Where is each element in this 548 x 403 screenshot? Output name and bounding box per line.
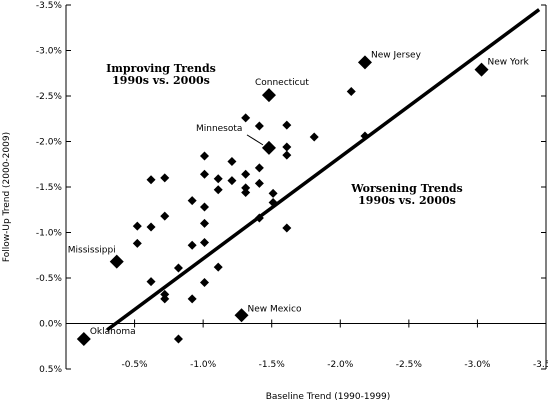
data-point-oklahoma bbox=[76, 331, 91, 346]
data-point bbox=[200, 238, 210, 248]
data-point bbox=[173, 334, 183, 344]
data-point bbox=[200, 278, 210, 288]
worsening-trends-annotation-line: 1990s vs. 2000s bbox=[358, 194, 456, 207]
x-tick-label: -2.5% bbox=[396, 360, 423, 370]
data-point bbox=[227, 176, 237, 186]
y-tick-label: -0.5% bbox=[36, 274, 63, 284]
data-point bbox=[132, 221, 142, 231]
data-point bbox=[132, 238, 142, 248]
label-mississippi: Mississippi bbox=[68, 246, 116, 256]
state-labels: New Jersey New York Connecticut Minnesota Mi… bbox=[68, 50, 530, 337]
data-point bbox=[360, 131, 370, 141]
worsening-trends-annotation: Worsening Trends 1990s vs. 2000s bbox=[350, 182, 463, 207]
data-points bbox=[76, 55, 489, 346]
y-tick-label: -3.0% bbox=[36, 47, 63, 57]
label-connecticut: Connecticut bbox=[255, 78, 309, 88]
data-point-new-york bbox=[474, 62, 489, 77]
y-axis-title: Follow-Up Trend (2000-2009) bbox=[2, 132, 12, 262]
data-point bbox=[160, 294, 170, 304]
data-point bbox=[187, 294, 197, 304]
x-tick-label: -1.5% bbox=[259, 360, 286, 370]
y-tick-label: 0.5% bbox=[39, 365, 62, 375]
x-tick-label: -3.0% bbox=[464, 360, 491, 370]
axes: 0.5% 0.0% -0.5% -1.0% -1.5% -2.0% -2.5% -3.0% -3… bbox=[36, 1, 548, 375]
data-point bbox=[309, 132, 319, 142]
data-point bbox=[241, 113, 251, 123]
x-tick-label: -3.5% bbox=[533, 360, 548, 370]
y-tick-label: -2.0% bbox=[36, 138, 63, 148]
improving-trends-annotation: Improving Trends 1990s vs. 2000s bbox=[106, 62, 216, 87]
data-point bbox=[187, 196, 197, 206]
label-new-jersey: New Jersey bbox=[371, 50, 422, 60]
data-point bbox=[282, 223, 292, 233]
data-point bbox=[146, 277, 156, 287]
data-point bbox=[160, 173, 170, 183]
x-tick-label: -1.0% bbox=[190, 360, 217, 370]
data-point bbox=[241, 187, 251, 197]
data-point bbox=[346, 86, 356, 96]
data-point bbox=[241, 169, 251, 179]
data-point bbox=[200, 202, 210, 212]
data-point bbox=[173, 263, 183, 273]
data-point bbox=[213, 185, 223, 195]
data-point-new-mexico bbox=[234, 308, 249, 323]
data-point bbox=[254, 121, 264, 131]
y-tick-label: -1.0% bbox=[36, 229, 63, 239]
trend-line bbox=[106, 8, 541, 332]
data-point bbox=[282, 120, 292, 130]
improving-trends-annotation-line: Improving Trends bbox=[106, 62, 216, 75]
data-point bbox=[282, 142, 292, 152]
x-tick-label: -2.0% bbox=[327, 360, 354, 370]
data-point bbox=[241, 183, 251, 193]
text-layer: Baseline Trend (1990-1999) Follow-Up Tre… bbox=[2, 132, 390, 402]
data-point bbox=[187, 240, 197, 250]
data-point bbox=[254, 163, 264, 173]
label-minnesota: Minnesota bbox=[196, 124, 242, 134]
data-point-mississippi bbox=[109, 254, 124, 269]
y-tick-label: -2.5% bbox=[36, 92, 63, 102]
data-point bbox=[268, 188, 278, 198]
trend-line-layer bbox=[106, 8, 541, 332]
data-point bbox=[146, 222, 156, 232]
data-point bbox=[200, 151, 210, 161]
data-point bbox=[146, 175, 156, 185]
x-axis-title: Baseline Trend (1990-1999) bbox=[266, 392, 391, 402]
data-point bbox=[200, 218, 210, 228]
data-point bbox=[254, 213, 264, 223]
label-oklahoma: Oklahoma bbox=[90, 327, 136, 337]
x-tick-label: -0.5% bbox=[122, 360, 149, 370]
label-new-mexico: New Mexico bbox=[248, 304, 302, 314]
data-point bbox=[160, 211, 170, 221]
data-point bbox=[254, 178, 264, 188]
data-point bbox=[227, 157, 237, 167]
data-point-new-jersey bbox=[357, 55, 372, 70]
data-point bbox=[160, 289, 170, 299]
y-tick-label: -1.5% bbox=[36, 183, 63, 193]
improving-trends-annotation-line: 1990s vs. 2000s bbox=[112, 74, 210, 87]
worsening-trends-annotation-line: Worsening Trends bbox=[350, 182, 463, 195]
minnesota-leader-line bbox=[246, 134, 264, 146]
label-new-york: New York bbox=[488, 58, 530, 68]
data-point bbox=[268, 197, 278, 207]
data-point bbox=[200, 169, 210, 179]
data-point-minnesota bbox=[261, 140, 276, 155]
y-tick-label: 0.0% bbox=[39, 320, 62, 330]
data-point bbox=[282, 150, 292, 160]
data-point-connecticut bbox=[261, 88, 276, 103]
y-tick-label: -3.5% bbox=[36, 1, 63, 11]
data-point bbox=[213, 262, 223, 272]
data-point bbox=[213, 174, 223, 184]
